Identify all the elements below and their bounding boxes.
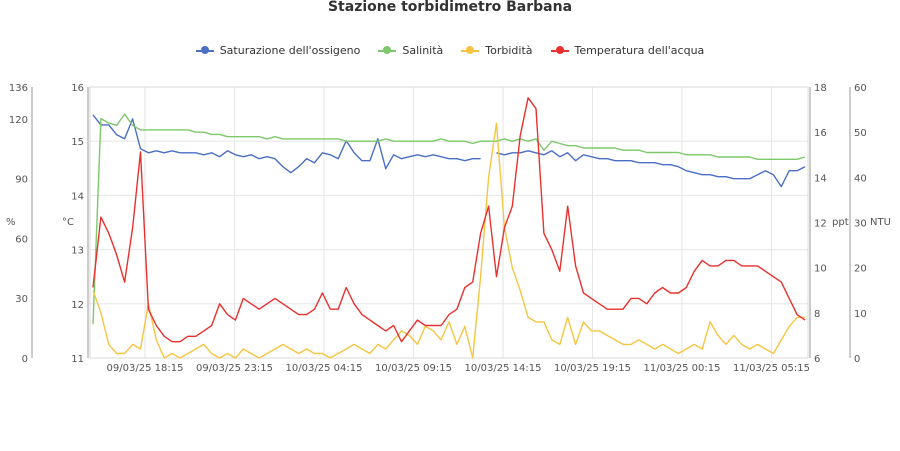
x-tick-label: 09/03/25 23:15: [196, 363, 273, 374]
y-tick-label-ntu: 0: [854, 354, 860, 365]
x-tick-label: 10/03/25 19:15: [554, 363, 631, 374]
y-tick-label-sal: 18: [814, 83, 827, 94]
x-tick-label: 10/03/25 14:15: [465, 363, 542, 374]
y-tick-label-temp: 13: [71, 246, 84, 257]
chart-legend: Saturazione dell'ossigeno Salinità Torbi…: [0, 44, 900, 57]
y-tick-label-sal: 14: [814, 173, 827, 184]
legend-label-oxygen: Saturazione dell'ossigeno: [219, 44, 361, 57]
y-tick-label-pct: 120: [9, 115, 28, 126]
x-tick-label: 09/03/25 18:15: [107, 363, 184, 374]
y-tick-label-sal: 16: [814, 128, 827, 139]
y-tick-label-sal: 10: [814, 264, 827, 275]
series-line-3: [92, 97, 806, 343]
plot-border: [89, 86, 809, 359]
y-tick-label-sal: 12: [814, 219, 827, 230]
x-tick-label: 10/03/25 04:15: [286, 363, 363, 374]
y-tick-label-temp: 15: [71, 137, 84, 148]
x-tick-label: 10/03/25 09:15: [375, 363, 452, 374]
legend-item-salinity[interactable]: Salinità: [378, 44, 443, 57]
y-tick-label-pct: 90: [15, 175, 28, 186]
series-line-0: [92, 114, 806, 188]
y-tick-label-ntu: 50: [854, 128, 867, 139]
y-tick-label-pct: 60: [15, 234, 28, 245]
y-tick-label-temp: 12: [71, 300, 84, 311]
axis-label-pct: %: [6, 217, 16, 228]
y-tick-label-ntu: 10: [854, 309, 867, 320]
legend-item-turbidity[interactable]: Torbidità: [461, 44, 533, 57]
legend-label-turbidity: Torbidità: [485, 44, 533, 57]
chart-title: Stazione torbidimetro Barbana: [327, 0, 573, 15]
legend-swatch-oxygen: [195, 45, 214, 54]
y-tick-label-ntu: 20: [854, 264, 867, 275]
axis-label-sal: ppt: [832, 217, 849, 228]
legend-item-oxygen[interactable]: Saturazione dell'ossigeno: [195, 44, 361, 57]
x-tick-label: 11/03/25 00:15: [644, 363, 721, 374]
y-tick-label-pct: 136: [9, 83, 28, 94]
y-tick-label-ntu: 40: [854, 173, 867, 184]
axis-label-temp: °C: [62, 217, 74, 228]
y-tick-label-sal: 8: [814, 309, 820, 320]
y-tick-label-sal: 6: [814, 354, 820, 365]
y-tick-label-ntu: 30: [854, 219, 867, 230]
axis-label-ntu: NTU: [870, 217, 891, 228]
y-tick-label-temp: 14: [71, 191, 84, 202]
y-tick-label-temp: 11: [71, 354, 84, 365]
x-tick-label: 11/03/25 05:15: [733, 363, 810, 374]
y-tick-label-ntu: 60: [854, 83, 867, 94]
legend-label-temperature: Temperatura dell'acqua: [574, 44, 705, 57]
legend-label-salinity: Salinità: [402, 44, 444, 57]
series-line-1: [92, 113, 806, 325]
legend-swatch-temperature: [550, 45, 569, 54]
legend-item-temperature[interactable]: Temperatura dell'acqua: [550, 44, 705, 57]
legend-swatch-turbidity: [461, 45, 480, 54]
legend-swatch-salinity: [378, 45, 397, 54]
series-line-2: [92, 122, 805, 359]
y-tick-label-pct: 30: [15, 294, 28, 305]
y-tick-label-pct: 0: [22, 354, 28, 365]
y-tick-label-temp: 16: [71, 83, 84, 94]
